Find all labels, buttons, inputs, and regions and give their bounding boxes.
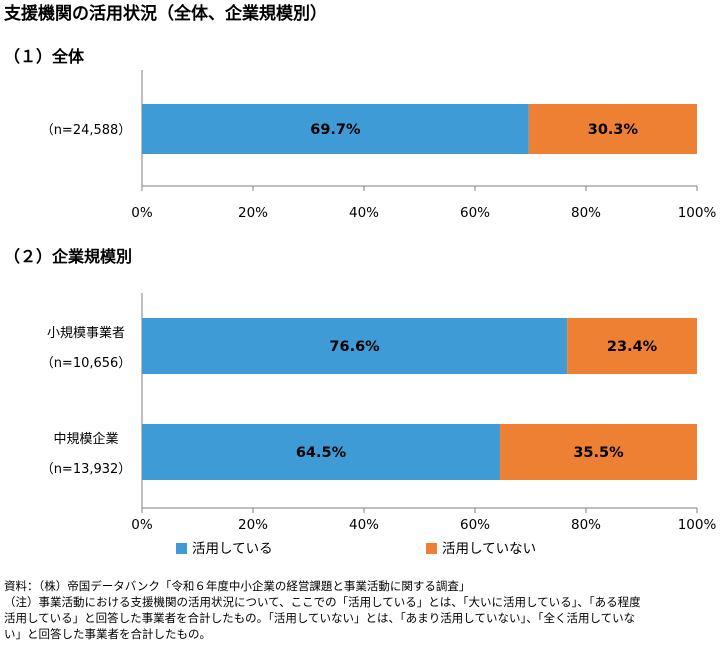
bar-not-used: [499, 424, 697, 480]
bar-not-used: [528, 104, 697, 154]
category-label: 小規模事業者: [47, 325, 125, 341]
legend-swatch-used: [176, 543, 187, 554]
legend-swatch-not-used: [426, 543, 437, 554]
category-n-label: （n=10,656）: [41, 356, 132, 371]
legend-label-not-used: 活用していない: [442, 541, 536, 557]
legend-label-used: 活用している: [192, 541, 273, 557]
bar-not-used: [567, 318, 697, 374]
bar-value-label: 30.3%: [588, 122, 639, 138]
note-line-3: い」と回答した事業者を合計したもの。: [4, 627, 211, 641]
x-tick-label: 80%: [571, 205, 601, 221]
x-tick-label: 20%: [238, 517, 268, 533]
x-tick-label: 80%: [571, 517, 601, 533]
note-line-1: （注）事業活動における支援機関の活用状況について、ここでの「活用している」とは、…: [4, 595, 641, 609]
x-tick-label: 60%: [460, 205, 490, 221]
bar-value-label: 23.4%: [607, 339, 658, 355]
bar-value-label: 76.6%: [329, 339, 380, 355]
x-tick-label: 100%: [678, 205, 717, 221]
category-n-label: （n=24,588）: [41, 123, 132, 138]
x-tick-label: 40%: [349, 517, 379, 533]
category-n-label: （n=13,932）: [41, 462, 132, 477]
category-label: 中規模企業: [53, 431, 118, 447]
legend: 活用している 活用していない: [176, 541, 536, 557]
chart1-plot: 0% 20% 40% 60% 80% 100% （n=24,588） 69.7% 30.3%: [41, 70, 717, 221]
chart2-plot: 0% 20% 40% 60% 80% 100% 小規模事業者 （n=10,656） 76.6% 2…: [41, 293, 717, 533]
bar-used: [142, 104, 529, 154]
source-note: 資料：（株）帝国データバンク「令和６年度中小企業の経営課題と事業活動に関する調査…: [4, 579, 470, 593]
x-tick-label: 0%: [131, 517, 153, 533]
x-tick-label: 0%: [131, 205, 153, 221]
chart2-title: （２）企業規模別: [4, 247, 132, 266]
figure-title: 支援機関の活用状況（全体、企業規模別）: [4, 3, 327, 24]
x-tick-label: 40%: [349, 205, 379, 221]
x-tick-label: 60%: [460, 517, 490, 533]
chart1-title: （１）全体: [4, 47, 85, 66]
bar-used: [142, 424, 500, 480]
x-tick-label: 100%: [678, 517, 717, 533]
x-tick-label: 20%: [238, 205, 268, 221]
note-line-2: 活用している」と回答した事業者を合計したもの。「活用していない」とは、「あまり活…: [4, 611, 635, 625]
bar-value-label: 64.5%: [296, 445, 347, 461]
notes: 資料：（株）帝国データバンク「令和６年度中小企業の経営課題と事業活動に関する調査…: [4, 579, 641, 641]
bar-value-label: 35.5%: [573, 445, 624, 461]
bar-used: [142, 318, 568, 374]
bar-value-label: 69.7%: [310, 122, 361, 138]
